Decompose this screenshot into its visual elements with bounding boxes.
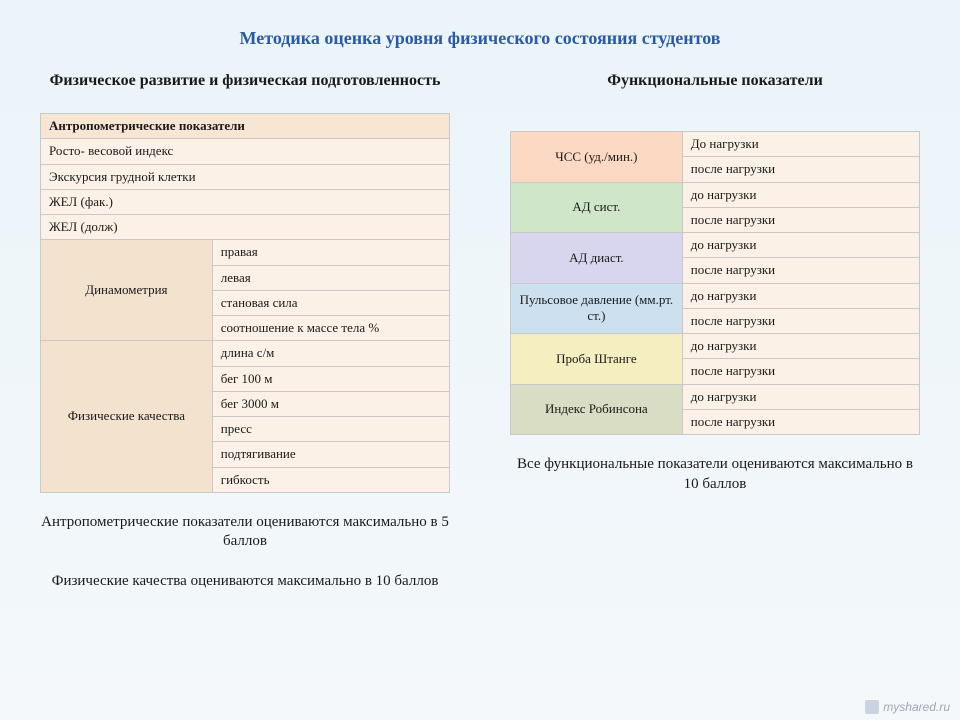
table-row: ЧСС (уд./мин.) До нагрузки	[511, 132, 920, 157]
watermark-text: myshared.ru	[883, 700, 950, 714]
right-note: Все функциональные показатели оцениваютс…	[510, 455, 920, 494]
left-table-header: Антропометрические показатели	[41, 114, 450, 139]
table-row: ЖЕЛ (долж)	[41, 215, 450, 240]
table-cell: гибкость	[212, 467, 449, 492]
table-cell: ЖЕЛ (долж)	[41, 215, 450, 240]
table-cell: после нагрузки	[682, 157, 919, 182]
group-label-physqual: Физические качества	[41, 341, 213, 493]
table-cell: до нагрузки	[682, 334, 919, 359]
table-cell: становая сила	[212, 290, 449, 315]
table-cell: после нагрузки	[682, 207, 919, 232]
left-column: Физическое развитие и физическая подгото…	[40, 71, 450, 591]
func-label: АД сист.	[511, 182, 683, 233]
table-row: ЖЕЛ (фак.)	[41, 189, 450, 214]
left-table: Антропометрические показатели Росто- вес…	[40, 113, 450, 493]
left-note-1: Антропометрические показатели оцениваютс…	[40, 513, 450, 552]
table-row: Индекс Робинсона до нагрузки	[511, 384, 920, 409]
table-row: Экскурсия грудной клетки	[41, 164, 450, 189]
func-label: АД диаст.	[511, 233, 683, 284]
table-row: Проба Штанге до нагрузки	[511, 334, 920, 359]
watermark: myshared.ru	[865, 700, 950, 714]
table-cell: до нагрузки	[682, 384, 919, 409]
table-cell: До нагрузки	[682, 132, 919, 157]
table-cell: длина с/м	[212, 341, 449, 366]
func-label: Пульсовое давление (мм.рт. ст.)	[511, 283, 683, 334]
table-cell: до нагрузки	[682, 182, 919, 207]
left-note-2: Физические качества оцениваются максимал…	[40, 572, 450, 592]
table-row: Физические качества длина с/м	[41, 341, 450, 366]
watermark-icon	[865, 700, 879, 714]
right-column: Функциональные показатели ЧСС (уд./мин.)…	[510, 71, 920, 591]
table-cell: бег 3000 м	[212, 391, 449, 416]
func-label: Индекс Робинсона	[511, 384, 683, 435]
left-subheader: Физическое развитие и физическая подгото…	[40, 71, 450, 91]
table-cell: Экскурсия грудной клетки	[41, 164, 450, 189]
table-row: Динамометрия правая	[41, 240, 450, 265]
table-cell: после нагрузки	[682, 409, 919, 434]
table-row: Пульсовое давление (мм.рт. ст.) до нагру…	[511, 283, 920, 308]
table-cell: после нагрузки	[682, 258, 919, 283]
table-row: Антропометрические показатели	[41, 114, 450, 139]
table-cell: после нагрузки	[682, 308, 919, 333]
table-cell: пресс	[212, 417, 449, 442]
page-title: Методика оценка уровня физического состо…	[40, 28, 920, 49]
table-cell: соотношение к массе тела %	[212, 316, 449, 341]
table-cell: до нагрузки	[682, 233, 919, 258]
right-subheader: Функциональные показатели	[510, 71, 920, 91]
table-cell: до нагрузки	[682, 283, 919, 308]
table-row: АД диаст. до нагрузки	[511, 233, 920, 258]
table-cell: правая	[212, 240, 449, 265]
table-cell: левая	[212, 265, 449, 290]
table-row: АД сист. до нагрузки	[511, 182, 920, 207]
table-cell: после нагрузки	[682, 359, 919, 384]
right-table: ЧСС (уд./мин.) До нагрузки после нагрузк…	[510, 131, 920, 435]
content-columns: Физическое развитие и физическая подгото…	[40, 71, 920, 591]
group-label-dynamometry: Динамометрия	[41, 240, 213, 341]
table-row: Росто- весовой индекс	[41, 139, 450, 164]
table-cell: ЖЕЛ (фак.)	[41, 189, 450, 214]
func-label: ЧСС (уд./мин.)	[511, 132, 683, 183]
table-cell: подтягивание	[212, 442, 449, 467]
table-cell: Росто- весовой индекс	[41, 139, 450, 164]
func-label: Проба Штанге	[511, 334, 683, 385]
table-cell: бег 100 м	[212, 366, 449, 391]
